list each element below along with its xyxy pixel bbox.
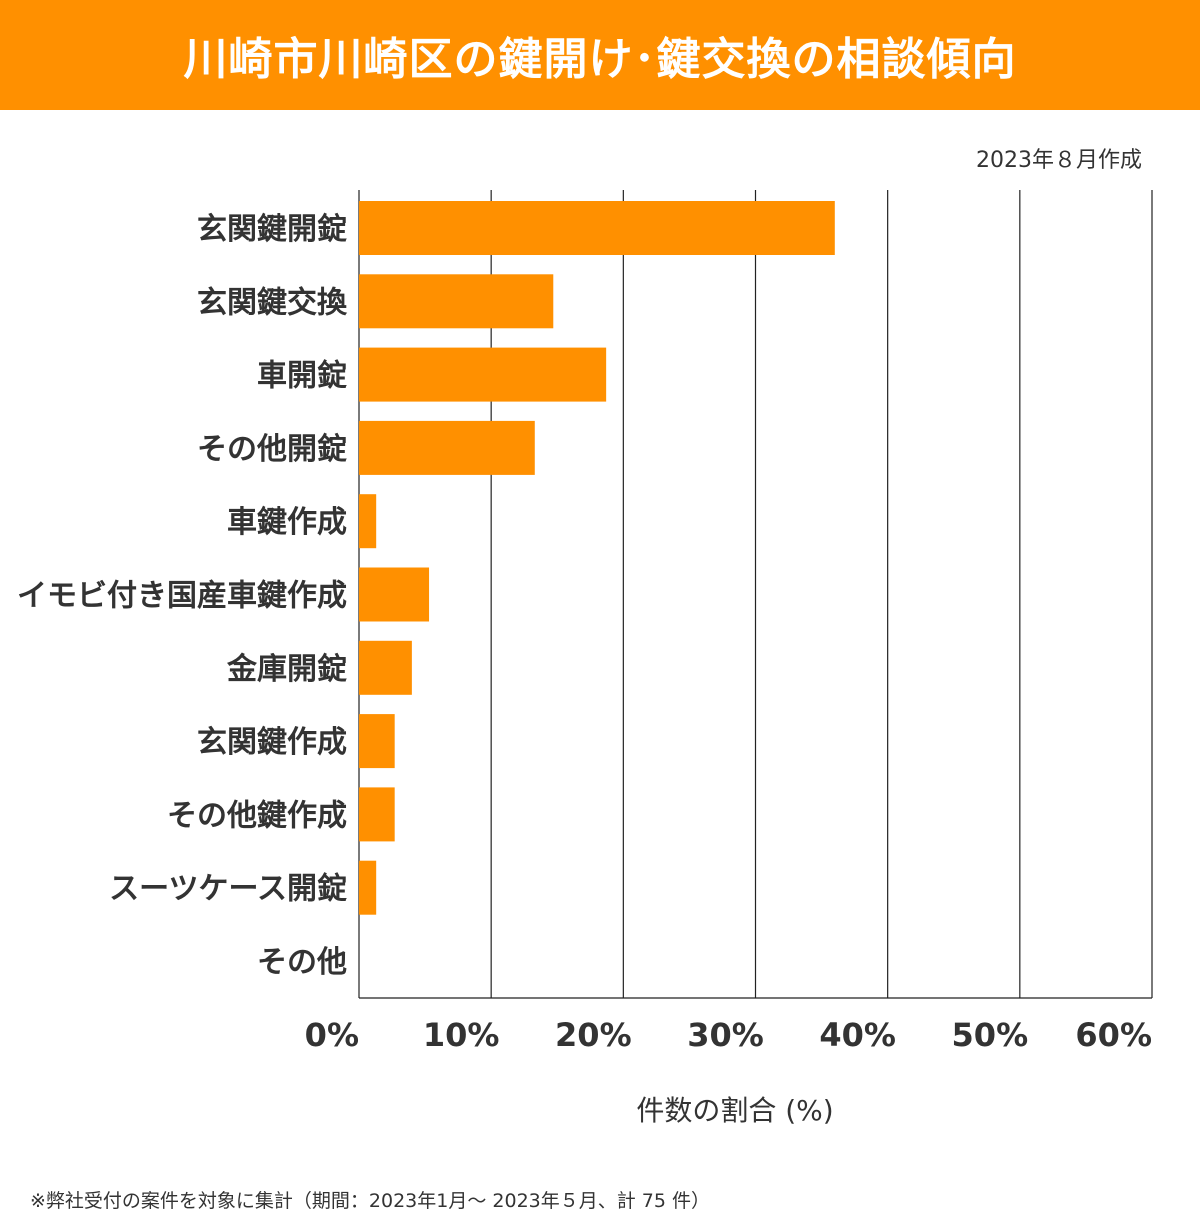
bar-6 [359,640,412,695]
category-label-3: その他開錠 [197,432,347,467]
category-label-1: 玄関鍵交換 [197,285,348,320]
footnote: ※弊社受付の案件を対象に集計（期間：2023年1月～ 2023年５月、計 75 … [30,1190,711,1212]
bar-0 [359,201,835,255]
category-label-10: その他 [257,945,347,980]
bar-1 [359,274,554,329]
bar-4 [359,494,377,549]
category-label-7: 玄関鍵作成 [197,725,347,760]
category-label-9: スーツケース開錠 [109,872,347,907]
bar-9 [359,860,377,915]
x-tick-label-6: 60% [1075,1016,1152,1054]
category-label-2: 車開錠 [257,359,347,394]
category-label-0: 玄関鍵開錠 [197,212,347,247]
category-label-8: その他鍵作成 [167,798,347,833]
category-label-4: 車鍵作成 [227,505,347,540]
page-title: 川崎市川崎区の鍵開け･鍵交換の相談傾向 [183,34,1017,85]
category-label-6: 金庫開錠 [226,652,347,687]
bar-8 [359,787,395,842]
x-tick-label-5: 50% [952,1016,1029,1054]
x-tick-label-1: 10% [423,1016,500,1054]
header-banner: 川崎市川崎区の鍵開け･鍵交換の相談傾向 [0,0,1200,110]
x-tick-label-0: 0% [305,1016,359,1054]
x-tick-label-4: 40% [819,1016,896,1054]
bar-5 [359,567,430,622]
bar-7 [359,714,395,769]
x-axis-title: 件数の割合 (%) [636,1094,833,1127]
category-label-5: イモビ付き国産車鍵作成 [17,579,347,614]
bar-3 [359,420,535,475]
created-date: 2023年８月作成 [976,148,1142,173]
x-tick-label-3: 30% [687,1016,764,1054]
x-tick-label-2: 20% [555,1016,632,1054]
bar-2 [359,347,607,402]
